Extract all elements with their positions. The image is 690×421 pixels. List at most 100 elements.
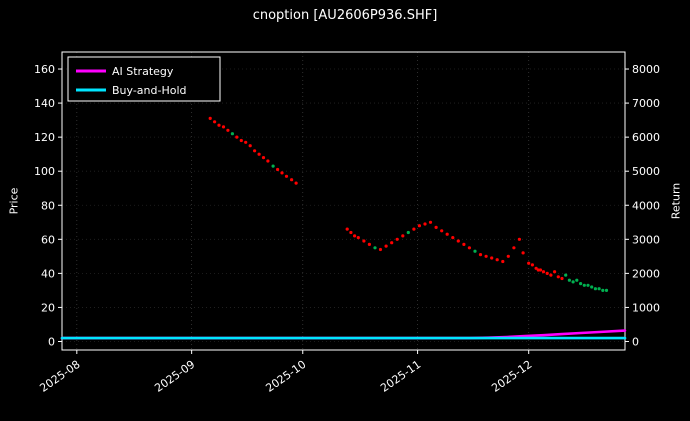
legend-label: Buy-and-Hold [112, 84, 187, 97]
price-dot [221, 125, 226, 129]
price-dot [367, 242, 371, 246]
price-dot [345, 227, 349, 231]
price-dot [248, 144, 252, 148]
price-dot [575, 278, 579, 282]
legend-box [67, 56, 221, 102]
price-dot [467, 246, 471, 250]
price-dot [560, 276, 564, 281]
price-dot [512, 246, 516, 250]
price-dot [586, 283, 590, 287]
price-dot [271, 164, 275, 168]
price-dot [378, 247, 383, 252]
price-dot [604, 288, 609, 292]
price-dot [434, 225, 438, 229]
price-dot [395, 237, 399, 241]
price-dot [208, 116, 212, 120]
price-dot [353, 234, 357, 238]
price-dot [253, 149, 257, 153]
price-dot [390, 241, 394, 245]
price-dot [601, 288, 605, 292]
left-tick-label: 120 [34, 131, 55, 144]
price-dot [261, 156, 266, 160]
x-tick-label: 2025-11 [378, 358, 423, 395]
price-dot [362, 239, 366, 243]
price-dot [534, 266, 538, 270]
price-dot [462, 242, 466, 246]
price-dot [257, 152, 261, 156]
price-dot [553, 270, 557, 274]
price-dot [501, 259, 505, 264]
left-tick-label: 100 [34, 165, 55, 178]
price-dot [428, 220, 433, 224]
legend: AI Strategy Buy-and-Hold [67, 56, 221, 102]
price-dot [490, 256, 494, 260]
left-tick-label: 160 [34, 63, 55, 76]
price-dot [417, 224, 421, 228]
gridlines [62, 52, 625, 350]
price-dot [564, 273, 568, 277]
price-dot [582, 283, 586, 287]
price-dot [213, 120, 217, 124]
price-dot [593, 287, 598, 291]
left-tick-label: 140 [34, 97, 55, 110]
price-dot [266, 159, 270, 163]
price-dot [495, 258, 499, 262]
right-tick-label: 3000 [632, 233, 660, 246]
price-dot [527, 261, 531, 265]
price-dot [239, 138, 243, 143]
price-dot [567, 278, 572, 282]
price-dot [556, 275, 560, 279]
left-tick-label: 20 [41, 301, 55, 314]
right-tick-label: 1000 [632, 301, 660, 314]
price-dot [478, 253, 483, 257]
price-dot [349, 230, 353, 235]
x-tick-label: 2025-10 [263, 358, 308, 395]
price-dot [590, 285, 594, 289]
price-dot [356, 236, 360, 240]
price-dot [579, 282, 583, 286]
price-dot [412, 227, 416, 231]
right-tick-label: 0 [632, 335, 639, 348]
price-dot [456, 239, 460, 243]
price-dot [538, 268, 543, 272]
price-dot [517, 237, 522, 241]
price-dot [235, 135, 239, 139]
right-tick-label: 7000 [632, 97, 660, 110]
price-dot [521, 251, 525, 255]
right-tick-label: 5000 [632, 165, 660, 178]
left-tick-label: 40 [41, 267, 55, 280]
price-dot [506, 254, 510, 258]
left-tick-label: 0 [48, 335, 55, 348]
price-dot [536, 268, 540, 272]
price-dot [226, 128, 230, 132]
price-dot [284, 174, 289, 178]
price-dot [597, 287, 601, 291]
price-dot [541, 270, 546, 274]
price-dot [230, 132, 234, 136]
price-dot [451, 236, 455, 240]
right-tick-label: 6000 [632, 131, 660, 144]
price-dot [276, 167, 280, 172]
price-dot [406, 230, 410, 235]
price-dot [445, 232, 449, 236]
x-tick-label: 2025-09 [152, 358, 197, 395]
price-dot [571, 280, 575, 284]
x-tick-label: 2025-12 [489, 358, 534, 395]
price-dot [384, 244, 388, 248]
price-dot [217, 123, 221, 127]
price-dot [290, 178, 294, 182]
price-scatter [208, 116, 609, 292]
right-tick-label: 8000 [632, 63, 660, 76]
legend-item-ai-strategy: AI Strategy [76, 65, 174, 78]
price-dot [401, 234, 405, 238]
left-tick-label: 60 [41, 233, 55, 246]
left-tick-label: 80 [41, 199, 55, 212]
x-tick-label: 2025-08 [37, 358, 82, 395]
price-dot [473, 249, 477, 253]
x-axis: 2025-08 2025-09 2025-10 2025-11 2025-12 [37, 350, 534, 395]
price-dot [373, 246, 377, 250]
left-y-axis: 0 20 40 60 80 100 120 140 160 [34, 63, 62, 348]
price-dot [244, 140, 248, 144]
